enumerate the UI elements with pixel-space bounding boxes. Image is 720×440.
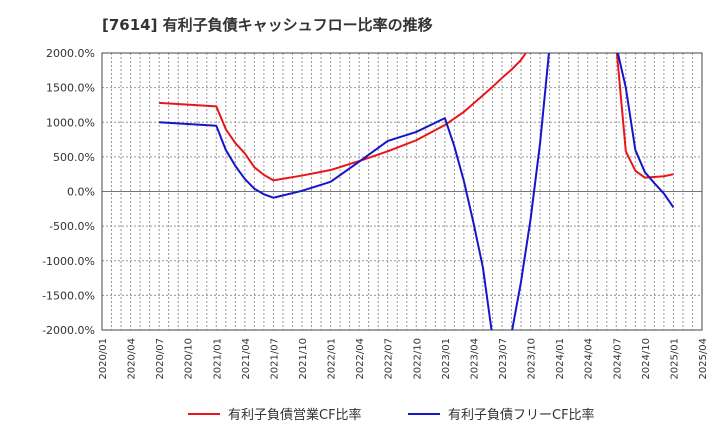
x-tick-label: 2022/01	[327, 338, 338, 380]
legend-label-1: 有利子負債営業CF比率	[228, 407, 362, 423]
x-tick-label: 2021/07	[269, 338, 280, 380]
legend: 有利子負債営業CF比率 有利子負債フリーCF比率	[188, 407, 595, 423]
x-tick-labels: 2020/01 2020/04 2020/07 2020/10 2021/01 2021/…	[98, 338, 709, 380]
x-tick-label: 2024/01	[555, 338, 566, 380]
legend-label-2: 有利子負債フリーCF比率	[448, 407, 595, 423]
y-tick-label: 1000.0%	[46, 116, 95, 129]
x-tick-label: 2024/10	[641, 338, 652, 380]
series-line-2	[159, 53, 675, 330]
y-tick-label: 1500.0%	[46, 82, 95, 95]
x-tick-label: 2023/10	[527, 338, 538, 380]
x-tick-label: 2025/04	[698, 338, 709, 380]
series-line-1	[159, 53, 674, 182]
x-tick-label: 2021/04	[241, 338, 252, 380]
plot-frame	[101, 52, 703, 331]
y-tick-label: 500.0%	[53, 151, 95, 164]
y-tick-label: 2000.0%	[46, 47, 95, 60]
x-tick-label: 2020/07	[155, 338, 166, 380]
x-tick-label: 2024/07	[612, 338, 623, 380]
y-tick-label: -2000.0%	[42, 324, 95, 337]
chart-title: [7614] 有利子負債キャッシュフロー比率の推移	[102, 16, 433, 34]
y-tick-label: -1500.0%	[42, 289, 95, 302]
y-tick-label: 0.0%	[67, 186, 95, 199]
x-tick-label: 2025/01	[669, 338, 680, 380]
x-tick-label: 2022/07	[384, 338, 395, 380]
y-tick-labels: 2000.0% 1500.0% 1000.0% 500.0% 0.0% -500.0% -1…	[42, 47, 95, 337]
y-tick-label: -1000.0%	[42, 255, 95, 268]
x-tick-label: 2021/10	[298, 338, 309, 380]
x-tick-label: 2023/07	[498, 338, 509, 380]
y-tick-label: -500.0%	[49, 220, 95, 233]
x-tick-label: 2022/04	[355, 338, 366, 380]
axes	[101, 52, 703, 331]
x-tick-label: 2020/01	[98, 338, 109, 380]
x-tick-label: 2024/04	[584, 338, 595, 380]
x-tick-label: 2023/04	[469, 338, 480, 380]
x-tick-label: 2020/04	[127, 338, 138, 380]
series-lines	[159, 53, 675, 330]
x-tick-label: 2022/10	[412, 338, 423, 380]
x-tick-label: 2021/01	[212, 338, 223, 380]
x-tick-label: 2023/01	[441, 338, 452, 380]
x-tick-label: 2020/10	[184, 338, 195, 380]
